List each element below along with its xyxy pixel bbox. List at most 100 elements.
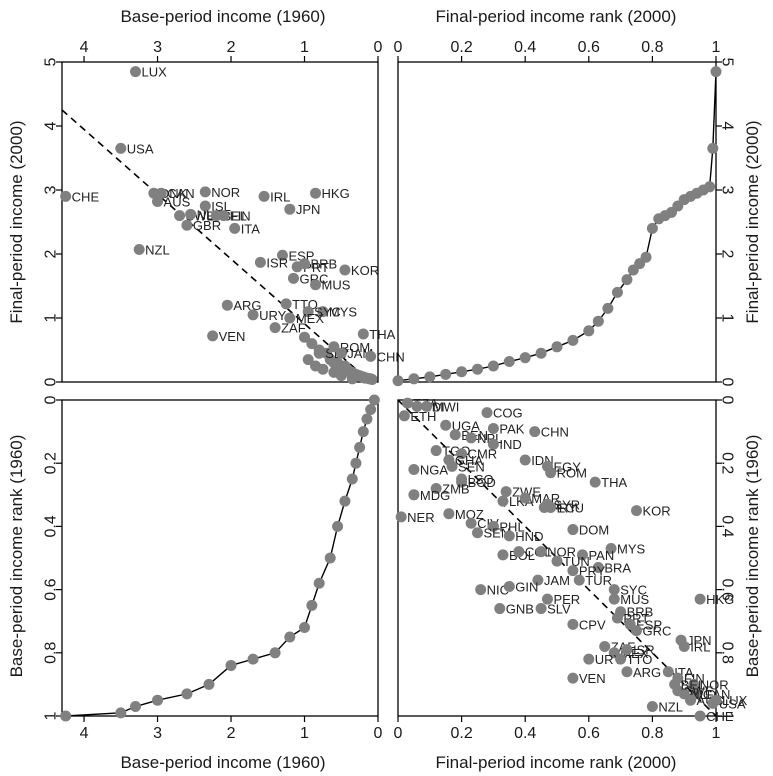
data-point xyxy=(398,410,410,422)
data-point xyxy=(440,368,452,380)
x-tick-label: 0.8 xyxy=(641,725,663,742)
y-tick-label: 3 xyxy=(43,185,60,194)
point-label: NOR xyxy=(700,677,729,692)
data-point xyxy=(306,338,318,350)
data-point xyxy=(269,322,281,334)
fit-line xyxy=(61,109,364,377)
point-label: ISR xyxy=(633,643,655,658)
bottom-right-xlabel: Final-period income rank (2000) xyxy=(436,753,677,772)
point-label: SYR xyxy=(553,497,580,512)
data-point xyxy=(449,429,461,441)
point-label: USA xyxy=(127,141,154,156)
data-point xyxy=(366,373,378,385)
y-tick-label: 2 xyxy=(43,249,60,258)
data-point xyxy=(646,701,658,713)
point-label: MUS xyxy=(322,278,351,293)
data-point xyxy=(60,190,72,202)
data-point xyxy=(519,454,531,466)
data-point xyxy=(357,426,369,438)
data-point xyxy=(361,413,373,425)
data-point xyxy=(621,274,633,286)
y-tick-label: 1 xyxy=(718,712,735,721)
point-label: SLV xyxy=(547,602,571,617)
data-point xyxy=(317,306,329,318)
data-point xyxy=(611,286,623,298)
data-point xyxy=(229,222,241,234)
bottom-right-frame xyxy=(397,399,717,717)
point-label: CHE xyxy=(706,709,734,724)
data-point xyxy=(608,593,620,605)
data-point xyxy=(532,574,544,586)
point-label: GIN xyxy=(515,579,538,594)
x-tick-label: 4 xyxy=(80,39,89,56)
data-point xyxy=(688,678,700,690)
point-label: IND xyxy=(499,437,521,452)
fit-line xyxy=(397,399,717,717)
point-label: THA xyxy=(369,327,395,342)
data-point xyxy=(181,688,193,700)
point-label: MYS xyxy=(329,305,358,320)
point-label: PAK xyxy=(499,421,524,436)
data-point xyxy=(392,375,404,387)
data-point xyxy=(408,489,420,501)
x-tick-label: 3 xyxy=(153,39,162,56)
data-point xyxy=(662,666,674,678)
point-label: ROM xyxy=(557,466,587,481)
y-tick-label: 0 xyxy=(718,396,735,405)
data-point xyxy=(611,612,623,624)
point-label: THA xyxy=(601,475,627,490)
point-label: HKG xyxy=(706,592,734,607)
data-point xyxy=(545,467,557,479)
data-point xyxy=(269,647,281,659)
data-point xyxy=(487,360,499,372)
point-label: SYC xyxy=(314,305,341,320)
data-point xyxy=(535,546,547,558)
point-label: JPN xyxy=(296,202,321,217)
data-point xyxy=(357,328,369,340)
point-label: PER xyxy=(553,592,580,607)
point-label: GRC xyxy=(299,271,328,286)
data-point xyxy=(335,370,347,382)
top-left-frame xyxy=(61,61,379,383)
point-label: ITA xyxy=(241,221,261,236)
data-point xyxy=(497,495,509,507)
point-label: MDG xyxy=(420,488,450,503)
x-tick-label: 3 xyxy=(153,725,162,742)
point-label: GHA xyxy=(455,453,484,468)
point-label: PAN xyxy=(588,548,614,563)
data-point xyxy=(646,222,658,234)
data-point xyxy=(551,555,563,567)
data-point xyxy=(710,694,722,706)
data-point xyxy=(589,476,601,488)
data-point xyxy=(133,244,145,256)
data-point xyxy=(310,360,322,372)
point-label: IRL xyxy=(690,639,710,654)
data-point xyxy=(472,527,483,539)
y-tick-label: 0.6 xyxy=(718,578,735,600)
x-tick-label: 4 xyxy=(80,725,89,742)
y-tick-label: 0.4 xyxy=(718,515,735,537)
data-point xyxy=(535,603,547,615)
data-point xyxy=(313,577,325,589)
point-label: HKG xyxy=(322,186,350,201)
point-label: UGA xyxy=(452,418,481,433)
data-point xyxy=(408,373,420,385)
data-point xyxy=(339,495,351,507)
data-point xyxy=(354,441,366,453)
data-point xyxy=(276,249,288,261)
data-point xyxy=(174,210,186,222)
point-label: ZMB xyxy=(442,481,469,496)
point-label: ETH xyxy=(410,409,436,424)
data-point xyxy=(310,279,322,291)
data-point xyxy=(129,66,141,78)
data-point xyxy=(299,331,311,343)
data-point xyxy=(573,574,585,586)
data-point xyxy=(576,549,588,561)
data-point xyxy=(368,394,380,406)
data-point xyxy=(503,580,515,592)
point-label: CAN xyxy=(167,186,194,201)
point-label: USA xyxy=(719,696,746,711)
data-point xyxy=(583,325,595,337)
data-point xyxy=(152,694,164,706)
